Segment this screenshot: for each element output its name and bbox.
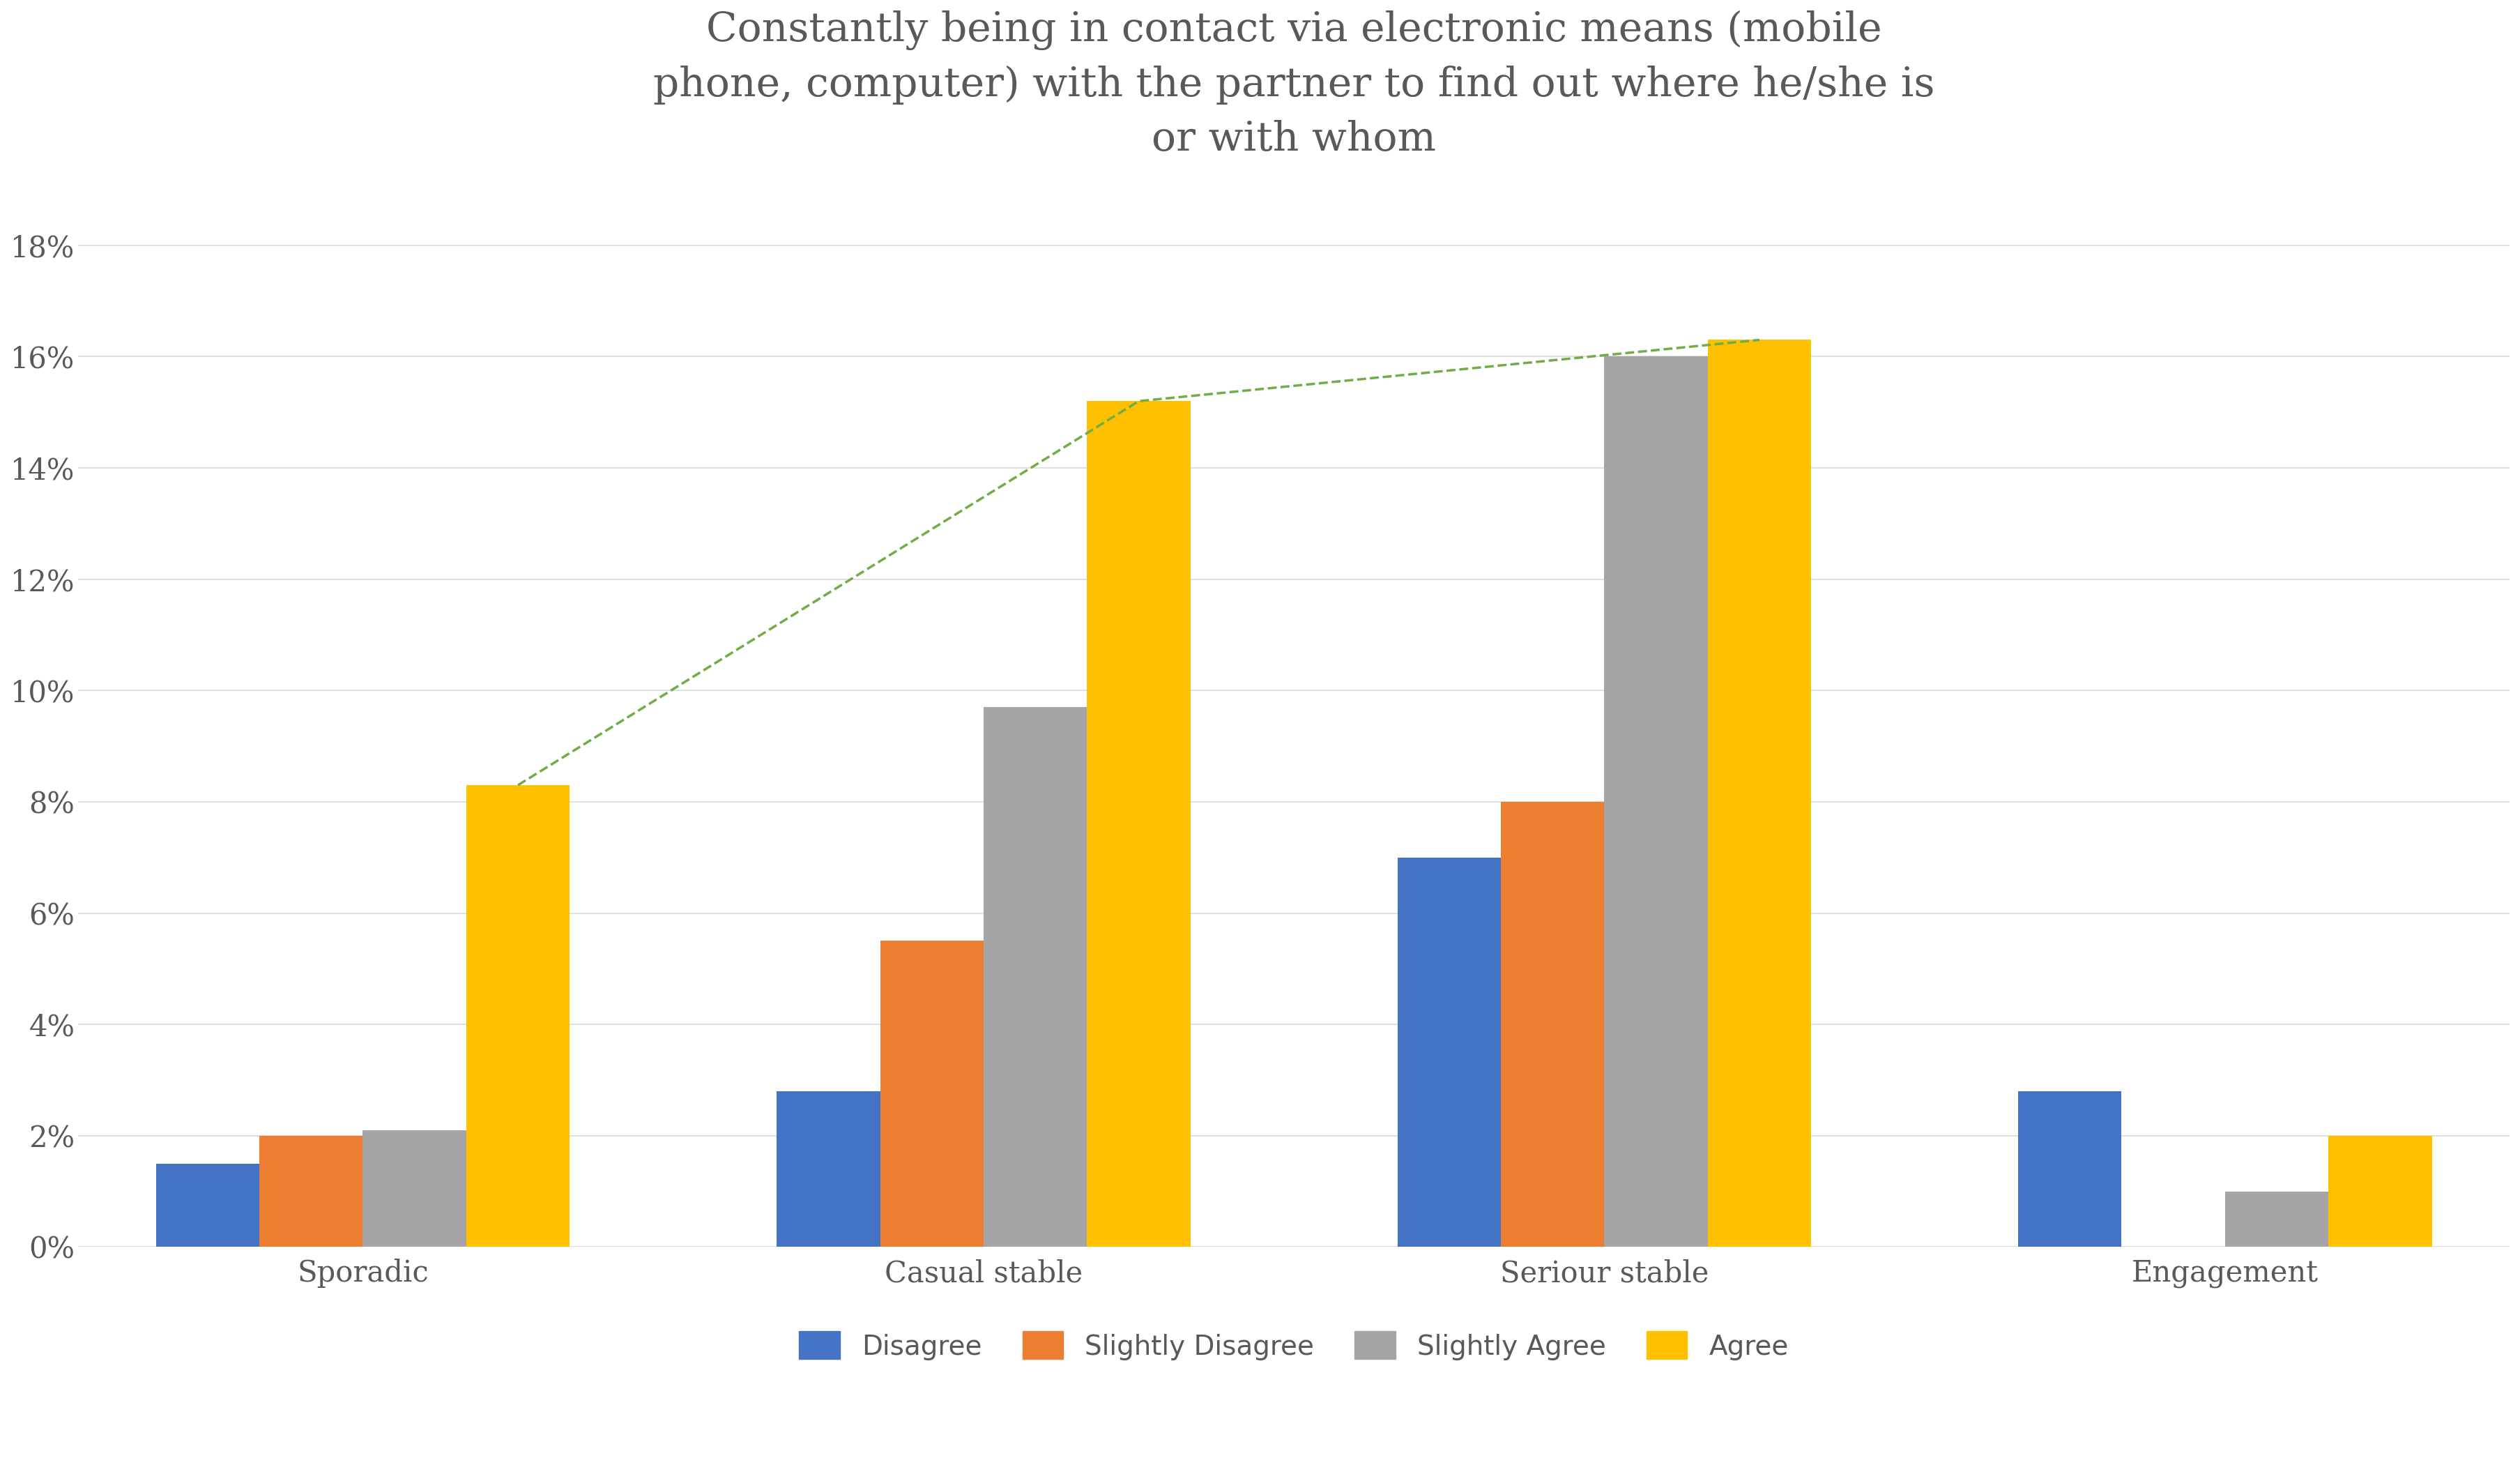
Bar — [156, 1164, 260, 1247]
Bar — [1399, 857, 1502, 1247]
Bar — [1605, 357, 1709, 1247]
Bar — [466, 785, 570, 1247]
Title: Constantly being in contact via electronic means (mobile
phone, computer) with t: Constantly being in contact via electron… — [653, 10, 1935, 160]
Bar — [776, 1091, 879, 1247]
Bar — [1086, 401, 1189, 1247]
Bar — [260, 1136, 363, 1247]
Bar — [983, 708, 1086, 1247]
Bar — [1502, 801, 1605, 1247]
Legend: Disagree, Slightly Disagree, Slightly Agree, Agree: Disagree, Slightly Disagree, Slightly Ag… — [789, 1321, 1799, 1371]
Bar — [2328, 1136, 2432, 1247]
Bar — [2019, 1091, 2122, 1247]
Bar — [879, 940, 983, 1247]
Bar — [363, 1130, 466, 1247]
Bar — [2225, 1191, 2328, 1247]
Bar — [1709, 341, 1812, 1247]
